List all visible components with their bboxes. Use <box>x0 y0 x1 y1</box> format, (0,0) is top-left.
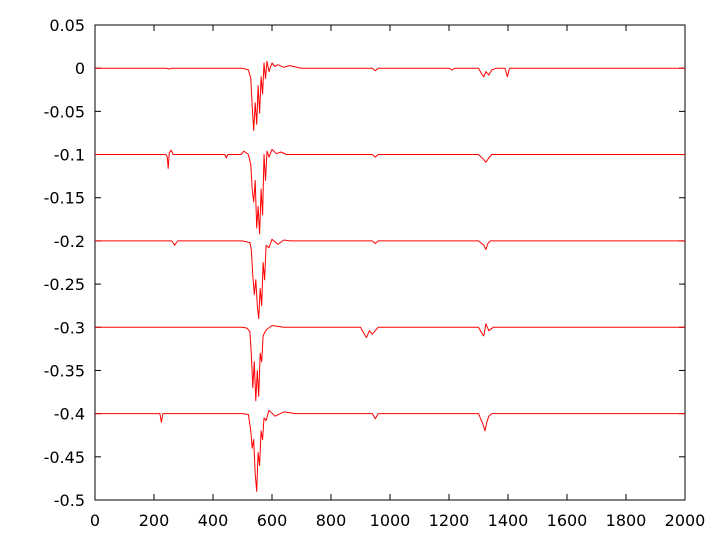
series-group <box>95 60 685 492</box>
y-tick-label: -0.25 <box>44 275 85 294</box>
series-line-4 <box>95 323 685 402</box>
x-tick-label: 200 <box>139 511 170 530</box>
series-line-5 <box>95 409 685 492</box>
x-axis: 0 200 400 600 800 1000 1200 1400 1600 1800 2000 <box>90 25 705 530</box>
y-tick-label: 0.05 <box>49 16 85 35</box>
x-tick-label: 0 <box>90 511 100 530</box>
y-tick-label: -0.45 <box>44 448 85 467</box>
y-tick-label: -0.35 <box>44 361 85 380</box>
plot-frame <box>94 24 686 501</box>
x-tick-label: 1400 <box>488 511 529 530</box>
y-tick-label: -0.05 <box>44 102 85 121</box>
x-tick-label: 1200 <box>429 511 470 530</box>
y-tick-label: -0.5 <box>54 491 85 510</box>
x-tick-label: 1000 <box>370 511 411 530</box>
x-tick-label: 2000 <box>665 511 706 530</box>
y-tick-label: 0 <box>75 59 85 78</box>
x-tick-label: 1600 <box>547 511 588 530</box>
series-line-3 <box>95 238 685 320</box>
y-tick-label: -0.1 <box>54 146 85 165</box>
x-tick-label: 800 <box>316 511 347 530</box>
x-tick-label: 600 <box>257 511 288 530</box>
y-tick-label: -0.3 <box>54 318 85 337</box>
x-tick-label: 400 <box>198 511 229 530</box>
y-tick-label: -0.4 <box>54 405 85 424</box>
x-tick-label: 1800 <box>606 511 647 530</box>
series-line-1 <box>95 60 685 131</box>
series-line-2 <box>95 148 685 235</box>
y-axis: 0.05 0 -0.05 -0.1 -0.15 -0.2 -0.25 -0.3 -0.35 -0.… <box>44 16 685 510</box>
y-tick-label: -0.2 <box>54 232 85 251</box>
y-tick-label: -0.15 <box>44 189 85 208</box>
